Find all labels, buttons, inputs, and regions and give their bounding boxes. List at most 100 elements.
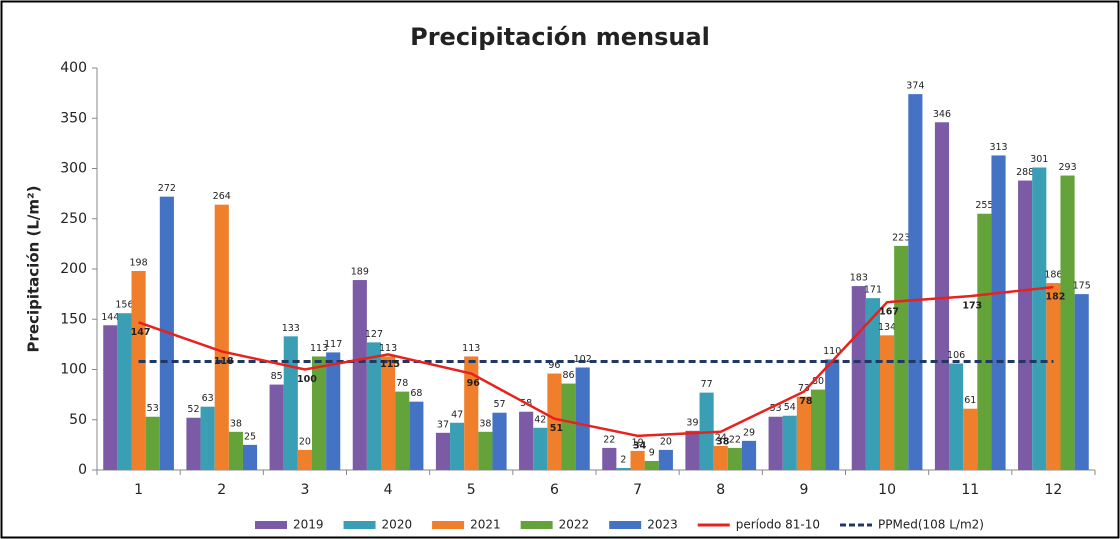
bar — [395, 391, 410, 470]
bar — [851, 286, 866, 470]
value-label: 156 — [115, 300, 133, 311]
bar — [727, 447, 742, 470]
value-label: 73 — [798, 383, 810, 394]
y-tick-label: 50 — [69, 412, 87, 428]
value-label: 25 — [244, 431, 256, 442]
bar — [409, 401, 424, 470]
line — [138, 285, 1054, 438]
legend-swatch — [255, 521, 287, 529]
value-label: 39 — [686, 417, 698, 428]
bar — [782, 415, 797, 470]
value-label: 272 — [158, 183, 176, 194]
bar — [366, 342, 382, 470]
value-label: 80 — [812, 376, 824, 387]
x-tick-label: 11 — [961, 482, 979, 498]
value-label: 113 — [379, 343, 397, 354]
x-tick-label: 12 — [1045, 482, 1063, 498]
value-label: 29 — [743, 427, 755, 438]
value-label: 301 — [1030, 154, 1048, 165]
value-label: 37 — [437, 419, 449, 430]
legend-swatch — [432, 521, 465, 529]
bar — [435, 432, 451, 470]
value-label: 175 — [1073, 281, 1091, 292]
bar — [242, 444, 258, 470]
value-label: 223 — [892, 232, 910, 243]
chart-title: Precipitación mensual — [410, 23, 710, 51]
line-value-label: 182 — [1045, 292, 1065, 303]
bar — [658, 449, 673, 470]
bar — [796, 396, 811, 470]
line-value-label: 38 — [716, 436, 730, 447]
y-tick-label: 150 — [60, 311, 87, 327]
bar — [894, 245, 909, 470]
value-label: 53 — [770, 403, 782, 414]
value-label: 53 — [147, 403, 159, 414]
bar — [810, 389, 826, 470]
bar — [464, 356, 479, 470]
line-value-label: 51 — [550, 423, 563, 434]
line-value-label: 34 — [633, 440, 647, 451]
x-tick-label: 4 — [384, 482, 393, 498]
x-tick-label: 9 — [799, 482, 808, 498]
x-tick-label: 6 — [550, 482, 559, 498]
x-tick-label: 10 — [878, 482, 896, 498]
legend-label: período 81-10 — [736, 518, 820, 532]
line-value-label: 147 — [131, 327, 151, 338]
bar — [561, 383, 576, 470]
value-label: 77 — [701, 379, 713, 390]
legend-label: PPMed(108 L/m2) — [878, 518, 984, 532]
bar — [768, 416, 783, 470]
value-label: 38 — [479, 418, 491, 429]
bar — [450, 422, 465, 470]
legend-swatch — [609, 521, 642, 529]
y-tick-label: 250 — [60, 211, 87, 227]
x-tick-label: 1 — [134, 482, 143, 498]
legend-swatch — [520, 521, 553, 529]
bar — [949, 363, 964, 470]
bar — [741, 440, 757, 470]
bar — [685, 430, 700, 470]
y-tick-label: 300 — [60, 161, 87, 177]
value-label: 78 — [396, 378, 408, 389]
bar — [1074, 294, 1089, 470]
bar — [352, 280, 367, 470]
value-label: 293 — [1058, 162, 1076, 173]
value-label: 2 — [620, 454, 626, 465]
x-tick-label: 7 — [633, 482, 642, 498]
bar — [1046, 283, 1061, 470]
value-label: 22 — [729, 434, 741, 445]
legend-label: 2022 — [559, 518, 590, 532]
bar — [117, 313, 132, 470]
value-label: 24 — [715, 432, 727, 443]
bar — [186, 417, 201, 470]
bar — [214, 204, 229, 470]
bar — [934, 122, 950, 471]
bar — [977, 213, 992, 470]
value-label: 255 — [975, 200, 993, 211]
legend-swatch — [343, 521, 376, 529]
bar — [963, 408, 978, 470]
bar — [865, 298, 881, 470]
bar — [381, 356, 396, 470]
y-tick-label: 200 — [60, 261, 87, 277]
y-tick-label: 100 — [60, 362, 87, 378]
bar — [908, 94, 923, 470]
value-label: 57 — [493, 399, 505, 410]
value-label: 313 — [989, 142, 1007, 153]
value-label: 113 — [462, 343, 480, 354]
bar — [478, 431, 493, 470]
x-tick-label: 8 — [716, 482, 725, 498]
y-axis-label: Precipitación (L/m²) — [25, 186, 43, 353]
value-label: 264 — [213, 191, 231, 202]
bar — [547, 373, 562, 470]
value-label: 288 — [1016, 167, 1034, 178]
value-label: 106 — [947, 350, 965, 361]
y-tick-label: 350 — [60, 110, 87, 126]
value-label: 38 — [230, 418, 242, 429]
bar — [200, 406, 215, 470]
value-label: 96 — [548, 360, 560, 371]
value-label: 102 — [574, 354, 592, 365]
value-label: 346 — [933, 109, 951, 120]
legend-label: 2023 — [647, 518, 678, 532]
